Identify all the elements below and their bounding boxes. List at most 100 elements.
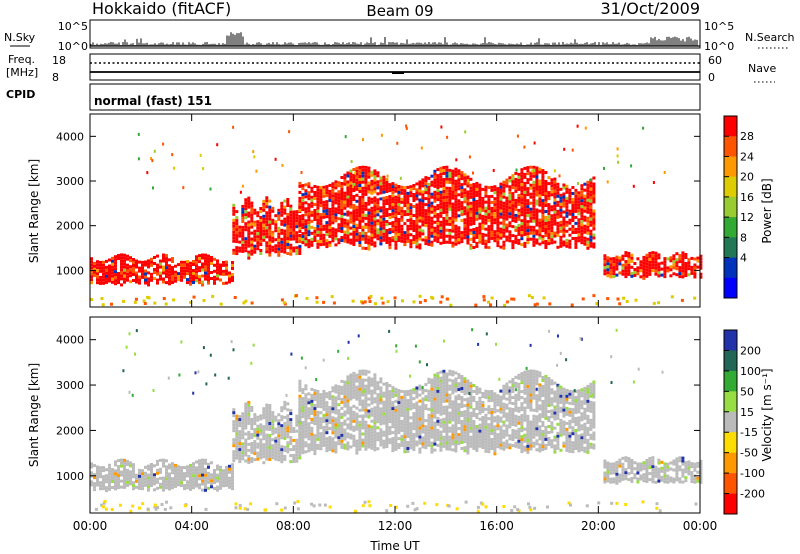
echo-cell xyxy=(433,199,437,203)
echo-cell xyxy=(268,419,272,422)
echo-cell xyxy=(337,202,341,206)
echo-cell xyxy=(445,435,449,439)
echo-cell xyxy=(490,227,494,231)
echo-cell xyxy=(331,230,335,234)
echo-cell xyxy=(630,274,634,278)
echo-cell xyxy=(268,211,272,215)
echo-cell xyxy=(535,229,539,233)
echo-cell xyxy=(568,242,572,246)
echo-cell xyxy=(547,182,551,186)
echo-cell xyxy=(241,207,245,211)
echo-cell xyxy=(415,392,419,396)
echo-cell xyxy=(370,209,374,213)
echo-cell xyxy=(289,252,293,256)
echo-cell xyxy=(283,454,287,458)
echo-cell xyxy=(316,410,320,414)
echo-cell xyxy=(316,188,320,192)
echo-cell xyxy=(247,214,251,218)
echo-cell xyxy=(535,193,539,197)
echo-cell xyxy=(280,207,284,211)
echo-cell xyxy=(496,205,500,209)
echo-cell xyxy=(541,217,545,221)
echo-cell xyxy=(466,226,470,230)
echo-cell xyxy=(373,439,377,443)
echo-cell xyxy=(418,207,422,211)
echo-cell xyxy=(451,169,455,173)
echo-cell xyxy=(289,424,293,428)
echo-cell xyxy=(355,421,359,425)
echo-cell xyxy=(340,388,344,392)
echo-cell xyxy=(424,431,428,435)
echo-cell xyxy=(445,381,449,385)
echo-cell xyxy=(418,426,422,430)
echo-cell xyxy=(433,436,437,440)
echo-cell xyxy=(415,413,419,417)
echo-cell xyxy=(310,396,314,400)
echo-cell xyxy=(192,462,195,466)
echo-cell xyxy=(469,231,473,235)
echo-cell xyxy=(472,171,474,175)
echo-cell xyxy=(517,196,521,200)
echo-cell xyxy=(475,229,479,233)
echo-cell xyxy=(352,222,356,225)
echo-cell xyxy=(589,235,593,239)
echo-cell xyxy=(183,266,186,270)
echo-cell xyxy=(583,224,587,228)
echo-cell xyxy=(210,277,213,280)
echo-cell xyxy=(162,259,165,263)
echo-cell xyxy=(415,203,419,207)
echo-cell xyxy=(235,423,239,427)
echo-cell xyxy=(162,461,165,465)
echo-cell xyxy=(328,189,332,193)
echo-cell xyxy=(409,218,413,222)
echo-cell xyxy=(663,266,667,270)
echo-cell xyxy=(313,233,317,236)
echo-cell xyxy=(90,281,93,285)
echo-cell xyxy=(391,188,395,192)
echo-cell xyxy=(439,184,443,188)
echo-cell xyxy=(448,417,452,421)
echo-cell xyxy=(424,407,428,411)
echo-cell xyxy=(391,410,395,414)
echo-cell xyxy=(391,419,395,423)
echo-cell xyxy=(204,461,207,465)
echo-cell xyxy=(186,480,189,484)
echo-cell xyxy=(427,182,431,186)
echo-cell xyxy=(135,473,138,477)
echo-cell xyxy=(475,211,479,215)
echo-cell xyxy=(138,275,141,279)
echo-cell xyxy=(430,402,434,406)
echo-cell xyxy=(340,412,344,416)
echo-cell xyxy=(352,210,356,213)
echo-cell xyxy=(364,378,368,382)
echo-cell xyxy=(301,421,305,425)
echo-cell xyxy=(198,483,201,487)
echo-cell xyxy=(144,269,147,273)
echo-cell xyxy=(201,268,204,272)
echo-cell xyxy=(219,486,222,490)
echo-cell xyxy=(358,438,362,442)
echo-cell xyxy=(301,196,305,200)
echo-cell xyxy=(484,233,488,237)
echo-cell xyxy=(678,254,682,258)
echo-cell xyxy=(298,427,302,431)
echo-cell xyxy=(343,437,347,441)
echo-cell xyxy=(277,428,281,432)
echo-cell xyxy=(577,224,581,228)
echo-cell xyxy=(352,395,356,399)
echo-cell xyxy=(90,465,93,469)
echo-cell xyxy=(373,385,377,389)
echo-cell xyxy=(298,385,302,389)
echo-cell xyxy=(340,206,344,209)
echo-cell xyxy=(192,477,195,481)
echo-cell xyxy=(358,244,362,247)
echo-cell xyxy=(420,146,423,150)
echo-cell xyxy=(385,196,389,199)
echo-cell xyxy=(487,210,491,214)
echo-cell xyxy=(337,436,341,440)
echo-cell xyxy=(433,409,437,413)
freq-panel: Freq. [MHz] 18 8 60 0 Nave xyxy=(6,53,776,84)
echo-cell xyxy=(304,408,308,412)
echo-cell xyxy=(415,209,419,213)
echo-cell xyxy=(427,398,431,402)
